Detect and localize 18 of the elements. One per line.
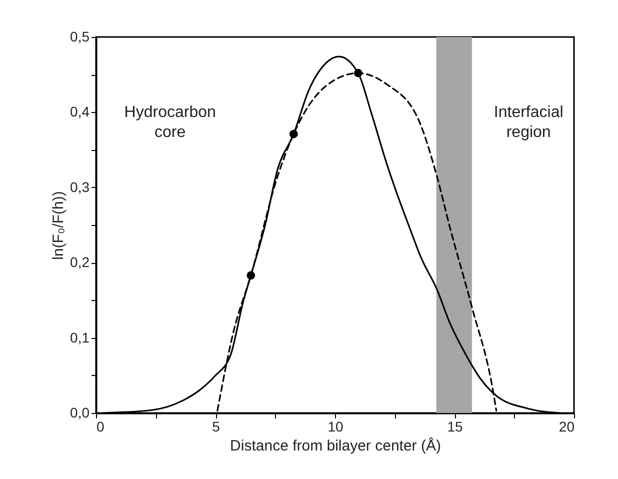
y-tick-label: 0,4	[70, 104, 90, 120]
annotation: Hydrocarbon core	[124, 104, 216, 142]
x-tick-label: 0	[96, 418, 104, 434]
x-axis-title: Distance from bilayer center (Å)	[230, 436, 441, 454]
x-tick-label: 10	[328, 418, 344, 434]
y-tick-label: 0,5	[70, 28, 90, 44]
point	[354, 68, 362, 78]
x-tick-label: 5	[212, 418, 220, 434]
annotation: Interfacial region	[494, 104, 564, 142]
y-tick-label: 0,3	[70, 178, 90, 195]
x-tick-label: 15	[447, 418, 463, 434]
y-axis-title: ln(F₀/F(h))	[50, 191, 68, 260]
x-tick-label: 20	[558, 418, 575, 434]
y-tick-label: 0,0	[70, 404, 90, 420]
point	[289, 130, 298, 138]
y-tick-label: 0,1	[70, 329, 90, 346]
point	[246, 271, 256, 280]
y-tick-label: 0,2	[70, 254, 90, 270]
